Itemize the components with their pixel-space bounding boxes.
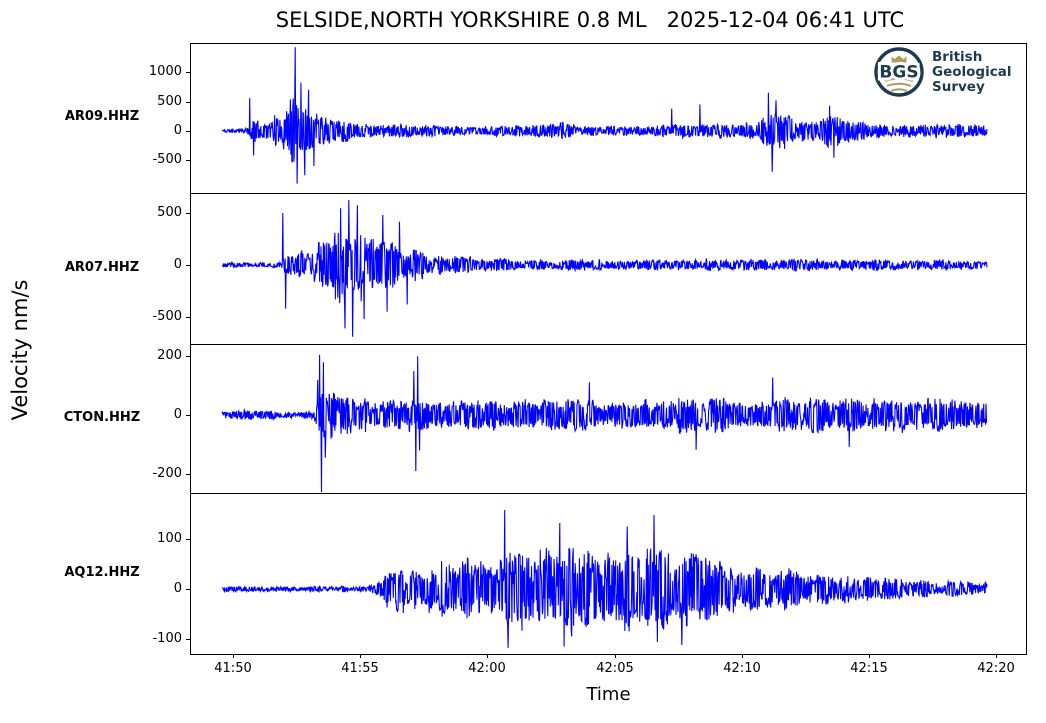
bgs-logo: BGS British Geological Survey (874, 47, 1011, 97)
y-tick-label: 0 (173, 581, 182, 596)
left-spine (190, 43, 191, 655)
y-tick-label: -500 (152, 309, 182, 324)
panel-divider (190, 493, 1027, 494)
panel-aq12-hhz (190, 493, 1027, 654)
x-tickmark (360, 654, 361, 658)
y-tick-label: -200 (152, 466, 182, 481)
x-tick-label: 42:20 (977, 661, 1015, 676)
y-tickmark (186, 102, 190, 103)
top-spine (190, 43, 1027, 44)
station-label-ar09-hhz: AR09.HHZ (64, 109, 140, 124)
y-tick-label: 0 (173, 123, 182, 138)
x-tick-label: 42:15 (850, 661, 888, 676)
bottom-spine (190, 654, 1027, 655)
y-tick-label: -500 (152, 152, 182, 167)
x-tick-label: 41:50 (214, 661, 252, 676)
y-tick-label: 500 (157, 94, 182, 109)
panel-ar07-hhz (190, 193, 1027, 344)
x-tickmark (869, 654, 870, 658)
x-tickmark (615, 654, 616, 658)
x-tick-label: 42:05 (596, 661, 634, 676)
logo-text-line1: British (932, 49, 982, 65)
panel-cton-hhz (190, 344, 1027, 493)
y-tickmark (186, 213, 190, 214)
y-tickmark (186, 160, 190, 161)
panel-ar09-hhz (190, 43, 1027, 193)
y-tickmark (186, 356, 190, 357)
y-tick-label: 0 (173, 257, 182, 272)
panel-divider (190, 193, 1027, 194)
station-label-aq12-hhz: AQ12.HHZ (64, 564, 140, 580)
y-tickmark (186, 131, 190, 132)
y-tickmark (186, 639, 190, 640)
station-label-ar07-hhz: AR07.HHZ (64, 259, 140, 275)
y-tickmark (186, 589, 190, 590)
y-tick-label: 200 (157, 348, 182, 363)
x-tickmark (233, 654, 234, 658)
logo-text-line3: Survey (932, 79, 985, 95)
x-axis-label: Time (586, 684, 631, 705)
station-label-cton-hhz: CTON.HHZ (63, 409, 141, 425)
y-tickmark (186, 265, 190, 266)
x-tick-label: 41:55 (341, 661, 379, 676)
logo-text-line2: Geological (932, 64, 1011, 80)
x-tickmark (996, 654, 997, 658)
y-tick-label: 500 (157, 205, 182, 220)
y-tickmark (186, 474, 190, 475)
waveform-trace-aq12-hhz (221, 509, 988, 649)
y-tickmark (186, 415, 190, 416)
x-tickmark (742, 654, 743, 658)
waveform-trace-ar07-hhz (221, 199, 988, 337)
y-tick-label: 0 (173, 407, 182, 422)
y-tick-label: -100 (152, 631, 182, 646)
y-tickmark (186, 72, 190, 73)
right-spine (1026, 43, 1027, 655)
y-tickmark (186, 317, 190, 318)
bgs-abbr-text: BGS (879, 63, 918, 83)
y-tick-label: 1000 (148, 64, 182, 79)
y-tickmark (186, 539, 190, 540)
x-tickmark (487, 654, 488, 658)
bgs-roundel-icon: BGS (874, 47, 924, 97)
waves-icon (884, 77, 914, 92)
y-tick-label: 100 (157, 531, 182, 546)
panel-divider (190, 344, 1027, 345)
x-tick-label: 42:00 (468, 661, 506, 676)
crown-icon (891, 54, 907, 63)
plot-title: SELSIDE,NORTH YORKSHIRE 0.8 ML 2025-12-0… (275, 8, 905, 32)
waveform-trace-ar09-hhz (221, 47, 988, 184)
x-tick-label: 42:10 (723, 661, 761, 676)
waveform-trace-cton-hhz (221, 354, 988, 493)
